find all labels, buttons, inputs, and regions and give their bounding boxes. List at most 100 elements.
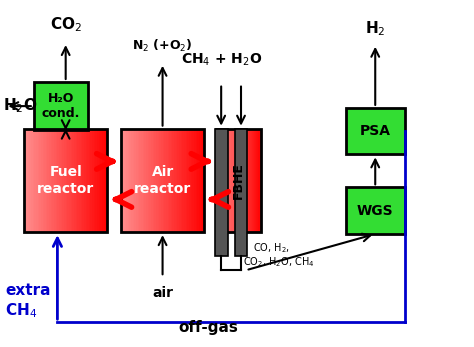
Bar — [129, 129, 132, 232]
Bar — [41, 129, 43, 232]
Bar — [227, 129, 228, 232]
Bar — [243, 129, 244, 232]
Bar — [255, 129, 256, 232]
Bar — [157, 129, 160, 232]
Bar — [253, 129, 255, 232]
Bar — [126, 129, 128, 232]
Text: CO$_2$, H$_2$O, CH$_4$: CO$_2$, H$_2$O, CH$_4$ — [243, 255, 315, 269]
Bar — [226, 129, 228, 232]
Bar — [91, 129, 92, 232]
Bar — [235, 129, 247, 256]
Bar — [256, 129, 258, 232]
Bar — [174, 129, 176, 232]
Bar — [216, 129, 261, 232]
Bar — [67, 129, 70, 232]
Bar — [228, 129, 230, 232]
Bar — [233, 129, 234, 232]
Bar — [131, 129, 133, 232]
Bar — [202, 129, 204, 232]
Bar — [71, 129, 73, 232]
Bar — [133, 129, 135, 232]
Bar — [61, 129, 63, 232]
Bar — [155, 129, 156, 232]
Bar — [89, 129, 91, 232]
Text: N$_2$ (+O$_2$): N$_2$ (+O$_2$) — [132, 37, 193, 54]
Bar — [163, 129, 164, 232]
Bar — [64, 129, 66, 232]
Bar — [94, 129, 96, 232]
Bar — [95, 129, 98, 232]
Bar — [156, 129, 158, 232]
Bar — [33, 129, 35, 232]
Bar — [43, 129, 45, 232]
Bar — [57, 129, 60, 232]
Bar — [145, 129, 146, 232]
Bar — [74, 129, 76, 232]
Bar — [159, 129, 161, 232]
Bar — [87, 129, 89, 232]
Bar — [184, 129, 186, 232]
Bar — [171, 129, 173, 232]
Bar — [77, 129, 79, 232]
Text: off-gas: off-gas — [179, 320, 238, 335]
Bar — [186, 129, 188, 232]
Bar — [181, 129, 183, 232]
Bar — [236, 129, 237, 232]
Bar — [217, 129, 219, 232]
Bar — [346, 187, 405, 234]
Bar — [149, 129, 152, 232]
Bar — [215, 129, 228, 256]
Bar — [222, 129, 224, 232]
Bar — [69, 129, 71, 232]
Bar — [99, 129, 101, 232]
Text: FBHE: FBHE — [232, 162, 245, 199]
Bar — [31, 129, 33, 232]
Text: Fuel
reactor: Fuel reactor — [37, 165, 94, 195]
Bar — [239, 129, 241, 232]
Bar — [194, 129, 196, 232]
Text: H₂O
cond.: H₂O cond. — [42, 92, 80, 120]
Bar — [161, 129, 163, 232]
Text: H$_2$O: H$_2$O — [3, 97, 37, 116]
Text: PSA: PSA — [360, 124, 391, 138]
Bar — [59, 129, 61, 232]
Bar — [49, 129, 51, 232]
Bar — [229, 129, 231, 232]
Bar — [201, 129, 203, 232]
Bar — [191, 129, 193, 232]
Bar — [238, 129, 240, 232]
Bar — [79, 129, 81, 232]
Bar — [121, 129, 204, 232]
Bar — [187, 129, 190, 232]
Bar — [53, 129, 55, 232]
Bar — [47, 129, 50, 232]
Text: CH$_4$ + H$_2$O: CH$_4$ + H$_2$O — [181, 51, 262, 68]
Bar — [216, 129, 217, 232]
Bar — [128, 129, 130, 232]
Bar — [105, 129, 108, 232]
Bar — [37, 129, 40, 232]
Bar — [251, 129, 252, 232]
Bar — [76, 129, 78, 232]
Bar — [221, 129, 223, 232]
Bar — [258, 129, 260, 232]
Bar — [235, 129, 237, 232]
Bar — [39, 129, 41, 232]
Bar — [225, 129, 226, 232]
Bar — [97, 129, 99, 232]
Bar — [257, 129, 259, 232]
Bar — [84, 129, 86, 232]
Bar — [36, 129, 38, 232]
Bar — [166, 129, 168, 232]
Bar — [248, 129, 250, 232]
Text: CO, H$_2$,: CO, H$_2$, — [253, 241, 290, 255]
Bar — [146, 129, 148, 232]
Bar — [196, 129, 198, 232]
Bar — [102, 129, 104, 232]
Bar — [240, 129, 242, 232]
Bar — [123, 129, 125, 232]
Bar — [173, 129, 174, 232]
Text: air: air — [152, 286, 173, 300]
Bar — [148, 129, 150, 232]
Text: WGS: WGS — [357, 204, 393, 218]
